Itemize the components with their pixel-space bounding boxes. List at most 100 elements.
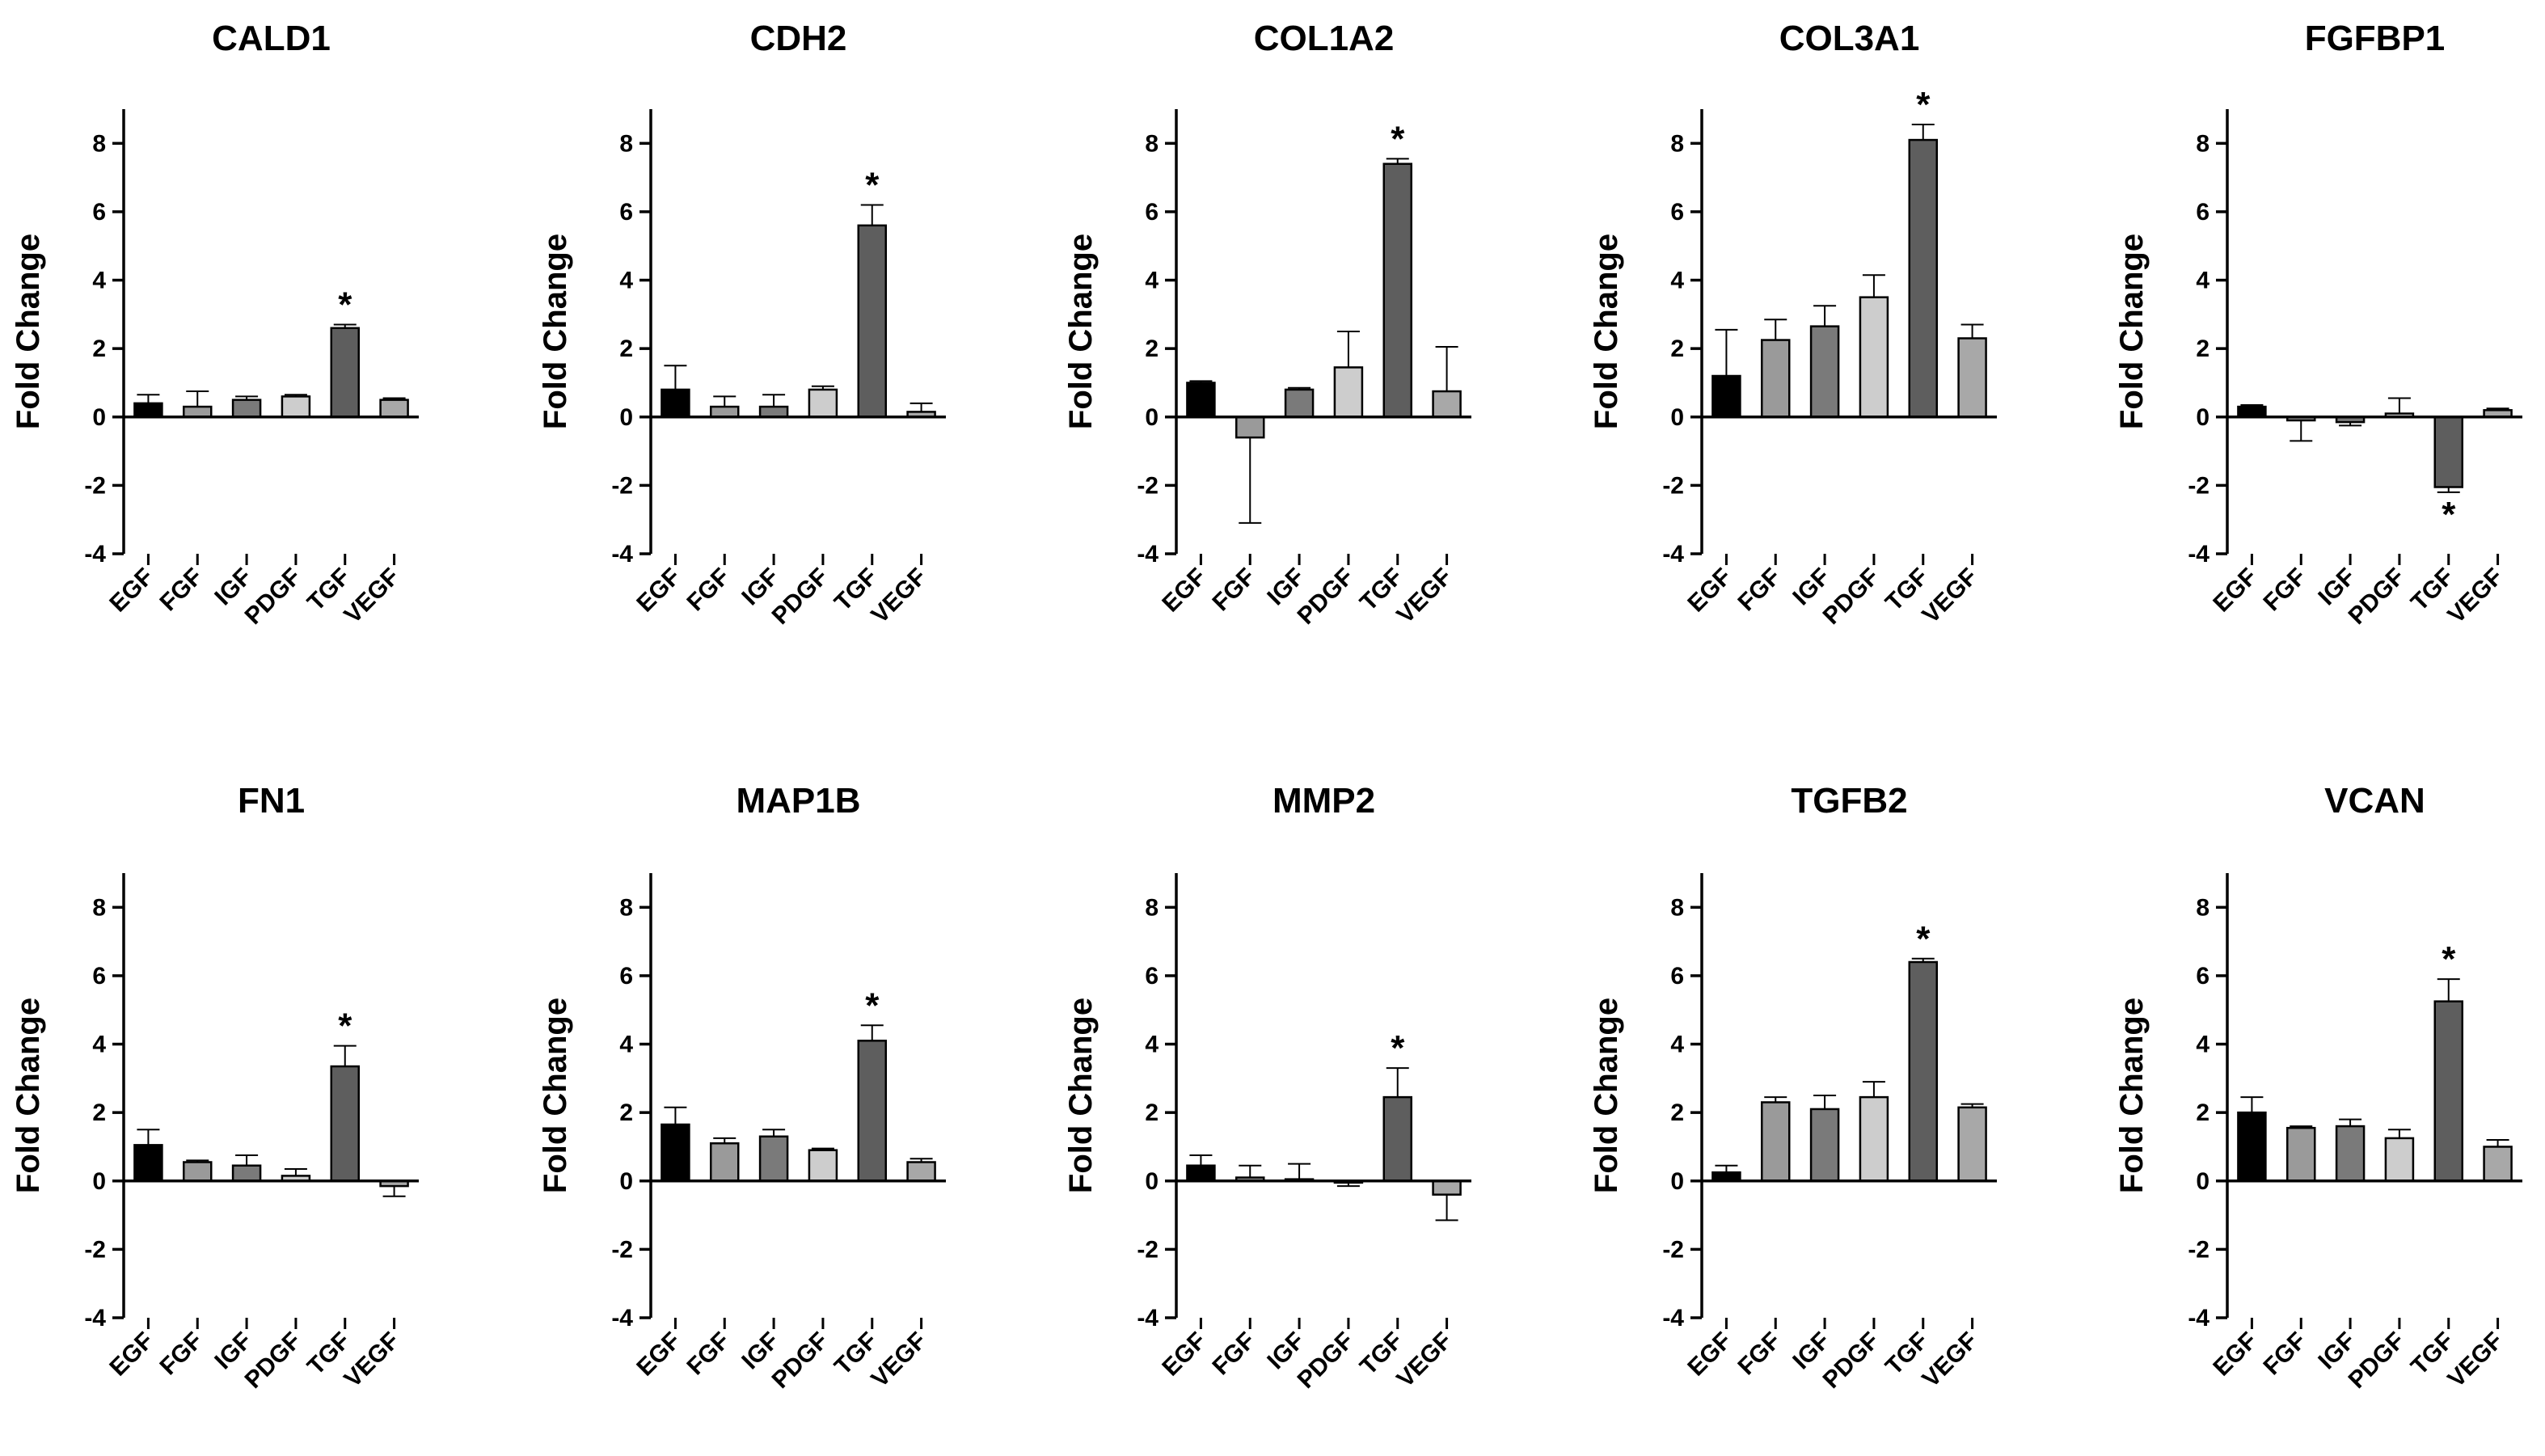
panel-title: CDH2 <box>750 19 847 58</box>
bar-egf <box>661 388 690 419</box>
y-tick-label: -2 <box>84 472 106 499</box>
y-tick-label: 0 <box>2196 404 2209 431</box>
bar-tgf <box>1908 138 1938 419</box>
bar-egf <box>1186 382 1216 419</box>
y-tick-label: 0 <box>2196 1168 2209 1195</box>
x-tick-label: EGF <box>2208 563 2262 618</box>
bar-egf <box>133 1144 163 1183</box>
x-tick-label: EGF <box>1157 563 1211 618</box>
bar-igf <box>2335 1125 2366 1183</box>
y-tick-label: 2 <box>619 1099 633 1126</box>
y-axis-label: Fold Change <box>2114 998 2150 1193</box>
x-tick-label: VEGF <box>1917 1327 1982 1393</box>
y-tick-label: -2 <box>1662 472 1684 499</box>
bar-egf <box>661 1123 690 1183</box>
x-tick-label: VEGF <box>1391 563 1457 629</box>
bar-egf <box>133 402 163 419</box>
x-tick-label: FGF <box>154 1327 208 1381</box>
x-tick-label: EGF <box>2208 1327 2262 1382</box>
y-tick-label: 2 <box>92 336 106 362</box>
bar-tgf <box>1908 960 1938 1183</box>
panel-title: MMP2 <box>1272 781 1375 821</box>
bar-fgf <box>710 1142 740 1183</box>
panel-title: FGFBP1 <box>2305 19 2446 58</box>
y-axis-label: Fold Change <box>1063 998 1099 1193</box>
x-tick-label: FGF <box>1207 1327 1260 1381</box>
bar-vegf <box>906 1161 936 1183</box>
x-tick-label: PDGF <box>767 563 834 630</box>
significance-star: * <box>865 985 880 1025</box>
y-tick-label: 8 <box>619 894 633 921</box>
significance-star: * <box>1391 1028 1405 1068</box>
bar-igf <box>758 1135 789 1183</box>
bar-fgf <box>1761 1101 1791 1183</box>
y-tick-label: 0 <box>619 404 633 431</box>
bar-pdgf <box>1859 1095 1889 1183</box>
significance-star: * <box>1391 119 1405 158</box>
significance-star: * <box>1916 919 1931 959</box>
bar-tgf <box>330 327 360 419</box>
y-tick-label: 8 <box>1145 130 1159 157</box>
y-tick-label: 8 <box>2196 130 2209 157</box>
panel-title: COL1A2 <box>1254 19 1395 58</box>
y-tick-label: 4 <box>2196 1032 2209 1058</box>
bar-egf <box>2237 1111 2267 1183</box>
bar-tgf <box>2433 416 2463 488</box>
x-tick-label: FGF <box>1733 1327 1786 1381</box>
bar-pdgf <box>281 395 311 419</box>
y-tick-label: -2 <box>1137 1236 1159 1263</box>
y-tick-label: -4 <box>611 541 633 568</box>
significance-star: * <box>865 165 880 205</box>
y-tick-label: -4 <box>1137 1305 1159 1332</box>
y-tick-label: 8 <box>92 130 106 157</box>
bar-vegf <box>1432 390 1462 419</box>
significance-star: * <box>338 1007 352 1046</box>
bar-tgf <box>1382 1095 1412 1183</box>
y-tick-label: 0 <box>1670 1168 1684 1195</box>
x-tick-label: FGF <box>682 563 735 617</box>
y-tick-label: -4 <box>1662 1305 1684 1332</box>
bar-vegf <box>1432 1180 1462 1196</box>
y-tick-label: -2 <box>611 1236 633 1263</box>
x-tick-label: PDGF <box>1293 563 1359 630</box>
y-tick-label: -2 <box>84 1236 106 1263</box>
x-tick-label: EGF <box>1682 563 1737 618</box>
y-tick-label: 6 <box>1145 199 1159 226</box>
x-tick-label: EGF <box>104 563 158 618</box>
significance-star: * <box>2442 495 2456 534</box>
y-tick-label: 4 <box>1145 1032 1159 1058</box>
y-tick-label: 4 <box>92 1032 106 1058</box>
x-tick-label: VEGF <box>866 563 931 629</box>
bar-igf <box>758 405 789 419</box>
bar-pdgf <box>808 388 838 419</box>
bar-tgf <box>1382 162 1412 419</box>
x-tick-label: VEGF <box>1917 563 1982 629</box>
y-tick-label: -4 <box>84 541 106 568</box>
y-tick-label: 6 <box>1670 199 1684 226</box>
bar-egf <box>2237 405 2267 419</box>
bar-fgf <box>183 1161 213 1183</box>
x-tick-label: PDGF <box>767 1327 834 1394</box>
x-tick-label: FGF <box>2258 1327 2311 1381</box>
x-tick-label: FGF <box>2258 563 2311 617</box>
y-tick-label: 6 <box>92 963 106 990</box>
x-tick-label: EGF <box>631 1327 686 1382</box>
y-tick-label: 6 <box>1145 963 1159 990</box>
y-tick-label: 8 <box>1670 130 1684 157</box>
y-tick-label: 0 <box>619 1168 633 1195</box>
bar-vegf <box>1957 1106 1987 1183</box>
bar-igf <box>1284 388 1315 419</box>
bar-egf <box>1186 1164 1216 1183</box>
y-axis-label: Fold Change <box>11 234 46 429</box>
x-tick-label: PDGF <box>2344 1327 2410 1394</box>
x-tick-label: EGF <box>104 1327 158 1382</box>
